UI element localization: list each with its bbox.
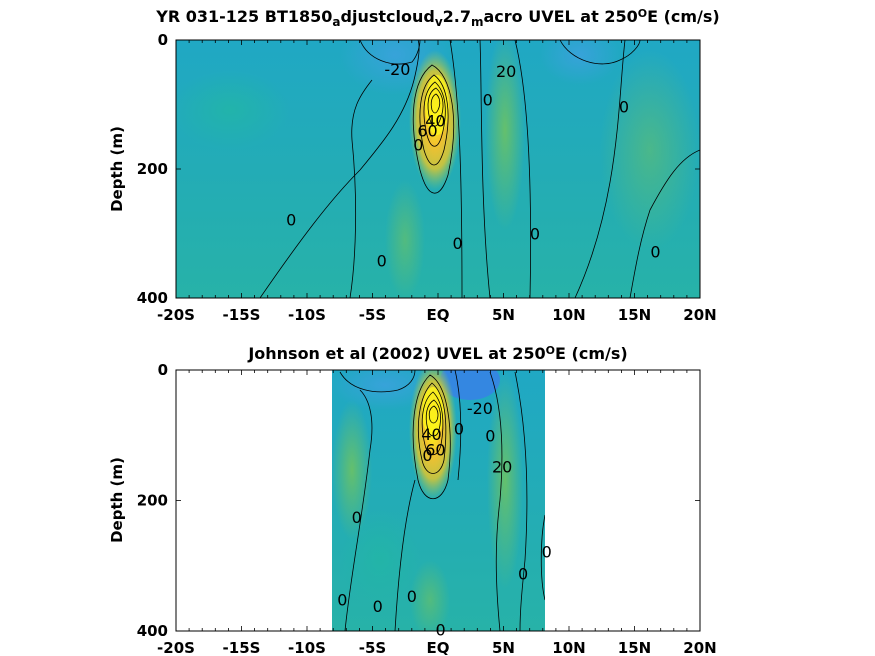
contour-label: 0: [619, 97, 629, 116]
bottom-panel: Johnson et al (2002) UVEL at 250OE (cm/s…: [108, 344, 717, 656]
title-part: O: [546, 344, 555, 357]
top-color-field: [176, 40, 700, 298]
contour-label: 0: [454, 420, 464, 439]
top-panel: YR 031-125 BT1850adjustcloudv2.7macro UV…: [108, 7, 720, 324]
x-tick-label: 15N: [618, 639, 651, 656]
contour-label: 0: [453, 234, 463, 253]
title-part: 2.7: [443, 7, 471, 26]
x-tick-label: -5S: [359, 306, 386, 324]
top-y-axis-label: Depth (m): [108, 126, 126, 212]
x-tick-label: -5S: [359, 639, 386, 656]
contour-label: 0: [373, 597, 383, 616]
title-part: E (cm/s): [555, 344, 628, 363]
contour-label: 40: [421, 425, 441, 444]
title-part: O: [638, 7, 647, 20]
contour-label: 0: [542, 542, 552, 561]
y-tick-label: 400: [137, 289, 168, 307]
y-tick-label: 200: [137, 160, 168, 178]
contour-label: 0: [483, 90, 493, 109]
contour-label: 0: [650, 243, 660, 262]
bottom-chart-title: Johnson et al (2002) UVEL at 250OE (cm/s…: [247, 344, 627, 363]
title-part: acro UVEL at 250: [484, 7, 638, 26]
x-tick-label: 10N: [552, 639, 585, 656]
contour-label: 0: [436, 621, 446, 640]
x-tick-label: EQ: [427, 639, 450, 656]
contour-label: 0: [530, 225, 540, 244]
x-tick-label: -10S: [288, 639, 326, 656]
top-contour-lines: [259, 40, 700, 298]
contour-label: 60: [425, 441, 445, 460]
title-part: v: [435, 15, 443, 29]
y-tick-label: 0: [158, 31, 168, 49]
contour-label: 0: [377, 252, 387, 271]
title-part: YR 031-125 BT1850: [155, 7, 332, 26]
contour-label: 0: [518, 565, 528, 584]
x-tick-label: 10N: [552, 306, 585, 324]
bottom-color-field: [332, 370, 545, 631]
x-tick-label: EQ: [427, 306, 450, 324]
contour-label: 0: [407, 587, 417, 606]
contour-label: 0: [352, 508, 362, 527]
title-part: m: [471, 15, 484, 29]
contour-label: 20: [492, 458, 512, 477]
x-tick-label: -20S: [157, 306, 195, 324]
y-tick-label: 200: [137, 492, 168, 510]
contour-label: -20: [467, 399, 493, 418]
x-tick-label: -20S: [157, 639, 195, 656]
x-tick-label: -15S: [223, 639, 261, 656]
contour-label: 0: [485, 426, 495, 445]
x-tick-label: -15S: [223, 306, 261, 324]
contour-label: -20: [384, 60, 410, 79]
contour-label: 0: [337, 591, 347, 610]
bottom-contour-lines: [339, 370, 545, 631]
bottom-y-axis-label: Depth (m): [108, 457, 126, 543]
top-chart-title: YR 031-125 BT1850adjustcloudv2.7macro UV…: [155, 7, 719, 29]
title-part: Johnson et al (2002) UVEL at 250: [247, 344, 545, 363]
x-tick-label: 20N: [683, 306, 716, 324]
contour-label: 40: [425, 112, 445, 131]
contour-label: 0: [286, 210, 296, 229]
x-tick-label: -10S: [288, 306, 326, 324]
x-tick-label: 5N: [492, 639, 515, 656]
x-tick-label: 15N: [618, 306, 651, 324]
contour-label: 20: [496, 62, 516, 81]
contour-label: 0: [413, 135, 423, 154]
title-part: a: [332, 15, 340, 29]
contour-label: 0: [422, 446, 432, 465]
title-part: djustcloud: [341, 7, 435, 26]
title-part: E (cm/s): [647, 7, 720, 26]
y-tick-label: 0: [158, 361, 168, 379]
x-tick-label: 5N: [492, 306, 515, 324]
x-tick-label: 20N: [683, 639, 716, 656]
y-tick-label: 400: [137, 622, 168, 640]
contour-label: 60: [417, 121, 437, 140]
